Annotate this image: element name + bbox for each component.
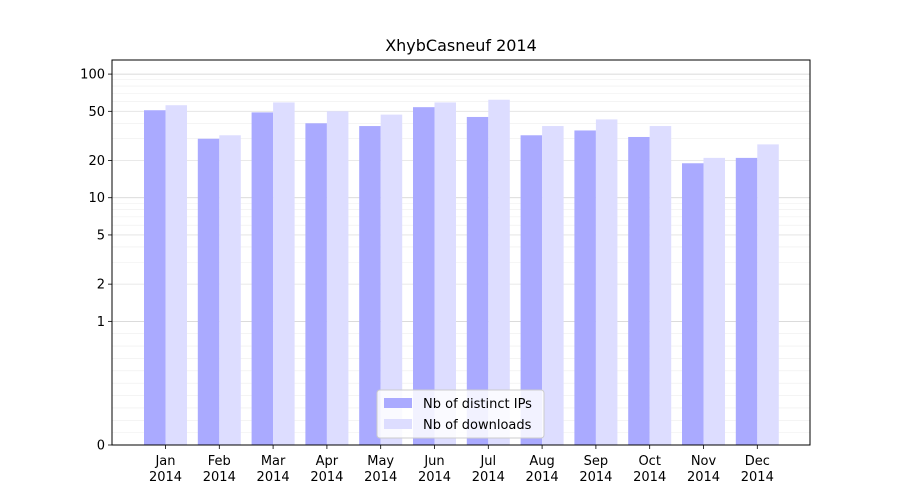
bar-distinct-ips: [682, 163, 704, 445]
bar-distinct-ips: [413, 107, 435, 445]
x-tick-label: Apr: [316, 454, 339, 469]
y-axis: 0 1 2 5 10 20 50 100: [80, 68, 112, 454]
x-tick-label: 2014: [741, 470, 774, 485]
bar-downloads: [757, 144, 779, 445]
x-tick-label: 2014: [149, 470, 182, 485]
x-tick-label: 2014: [310, 470, 343, 485]
chart-title: XhybCasneuf 2014: [385, 36, 537, 55]
bar-downloads: [703, 157, 725, 446]
x-tick-label: 2014: [203, 470, 236, 485]
x-tick-label: Oct: [638, 454, 660, 469]
legend-swatch: [384, 419, 412, 429]
x-tick-label: 2014: [257, 470, 290, 485]
x-tick-label: 2014: [687, 470, 720, 485]
x-tick-label: Jun: [423, 454, 444, 469]
bar-downloads: [219, 135, 241, 445]
bar-downloads: [542, 126, 564, 445]
x-tick-label: Jan: [154, 454, 175, 469]
bar-distinct-ips: [574, 130, 596, 445]
y-tick-label: 5: [97, 228, 105, 243]
legend-label: Nb of downloads: [423, 418, 532, 433]
x-tick-label: Feb: [208, 454, 231, 469]
bar-distinct-ips: [305, 123, 327, 445]
bar-downloads: [165, 105, 187, 445]
y-tick-label: 20: [88, 154, 105, 169]
x-tick-label: 2014: [418, 470, 451, 485]
y-tick-label: 1: [97, 315, 105, 330]
bar-downloads: [273, 102, 295, 445]
bar-distinct-ips: [735, 157, 758, 446]
bar-distinct-ips: [466, 116, 489, 445]
bar-distinct-ips: [197, 138, 220, 446]
x-tick-label: Aug: [529, 454, 554, 469]
y-tick-label: 100: [80, 68, 105, 83]
x-tick-label: May: [367, 454, 394, 469]
x-tick-label: Mar: [261, 454, 286, 469]
bar-downloads: [326, 111, 349, 445]
bar-distinct-ips: [359, 126, 381, 445]
y-tick-label: 2: [97, 278, 105, 293]
x-axis: Jan2014Feb2014Mar2014Apr2014May2014Jun20…: [149, 445, 774, 485]
x-tick-label: 2014: [472, 470, 505, 485]
x-tick-label: 2014: [633, 470, 666, 485]
bar-distinct-ips: [251, 112, 274, 446]
legend-box: [376, 389, 545, 439]
x-tick-label: Jul: [479, 454, 496, 469]
bar-downloads: [488, 99, 510, 445]
x-tick-label: 2014: [526, 470, 559, 485]
bar-distinct-ips: [144, 110, 166, 445]
y-tick-label: 10: [88, 191, 105, 206]
bar-downloads: [595, 119, 618, 445]
legend-label: Nb of distinct IPs: [423, 397, 532, 412]
y-tick-label: 0: [97, 439, 105, 454]
bar-downloads: [380, 114, 403, 445]
x-tick-label: 2014: [364, 470, 397, 485]
bar-downloads: [649, 126, 672, 445]
plot-frame: [111, 59, 811, 446]
bar-distinct-ips: [520, 135, 543, 445]
legend-swatch: [384, 398, 412, 408]
bar-downloads: [434, 102, 456, 445]
x-tick-label: Nov: [691, 454, 717, 469]
x-tick-label: 2014: [579, 470, 612, 485]
x-tick-label: Sep: [584, 454, 609, 469]
bar-distinct-ips: [628, 136, 650, 445]
bars-group: [144, 99, 779, 446]
legend: Nb of distinct IPs Nb of downloads: [376, 389, 545, 439]
x-tick-label: Dec: [745, 454, 770, 469]
y-tick-label: 50: [88, 105, 105, 120]
